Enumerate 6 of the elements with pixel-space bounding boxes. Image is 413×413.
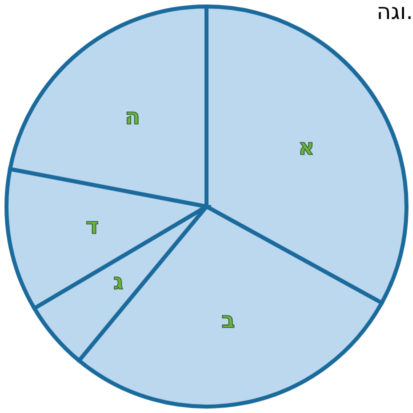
slice-label: א [298, 135, 314, 160]
slice-label: ג [113, 270, 124, 295]
slice-label: ד [86, 214, 99, 240]
slice-label: ה [124, 105, 140, 130]
text: וגה. [376, 0, 413, 25]
slice-label: ב [222, 308, 235, 334]
